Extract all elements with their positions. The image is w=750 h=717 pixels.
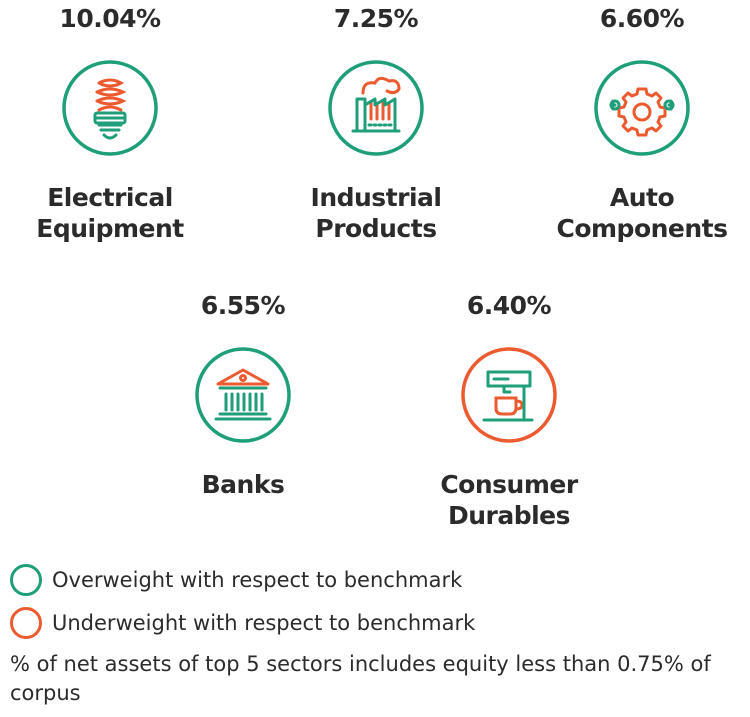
sector-name-line1: Auto [609, 183, 675, 212]
sector-name: Banks [143, 469, 343, 500]
sector-name: Consumer Durables [409, 469, 609, 531]
bank-building-icon [194, 346, 292, 444]
legend-underweight: Underweight with respect to benchmark [10, 607, 475, 639]
sector-electrical-equipment: 10.04% Electrical Equipment [10, 2, 210, 244]
coffee-machine-icon [460, 346, 558, 444]
sector-consumer-durables: 6.40% Consumer Durables [409, 289, 609, 531]
sector-name-line2: Components [556, 214, 728, 243]
sector-percent: 6.55% [200, 291, 286, 320]
sector-percent: 6.40% [466, 291, 552, 320]
sector-name-line1: Banks [201, 470, 285, 499]
green-circle-icon [10, 564, 42, 596]
legend-overweight-label: Overweight with respect to benchmark [52, 568, 463, 592]
sector-auto-components: 6.60% Auto Components [542, 2, 742, 244]
orange-circle-icon [10, 607, 42, 639]
legend-overweight: Overweight with respect to benchmark [10, 564, 462, 596]
legend-underweight-label: Underweight with respect to benchmark [52, 611, 476, 635]
footnote: % of net assets of top 5 sectors include… [10, 652, 711, 705]
sector-name-line1: Consumer [440, 470, 578, 499]
sector-name-line2: Durables [447, 501, 571, 530]
sector-percent: 7.25% [333, 4, 419, 33]
sector-name: Electrical Equipment [10, 182, 210, 244]
sector-name: Auto Components [542, 182, 742, 244]
sector-percent: 6.60% [599, 4, 685, 33]
light-bulb-icon [61, 59, 159, 157]
sector-industrial-products: 7.25% Industrial Products [276, 2, 476, 244]
sector-name-line1: Industrial [310, 183, 442, 212]
gear-icon [593, 59, 691, 157]
sector-banks: 6.55% Banks [143, 289, 343, 500]
factory-icon [327, 59, 425, 157]
sector-percent: 10.04% [59, 4, 161, 33]
sector-name: Industrial Products [276, 182, 476, 244]
sector-name-line2: Products [315, 214, 437, 243]
sector-name-line2: Equipment [36, 214, 184, 243]
sector-name-line1: Electrical [47, 183, 173, 212]
